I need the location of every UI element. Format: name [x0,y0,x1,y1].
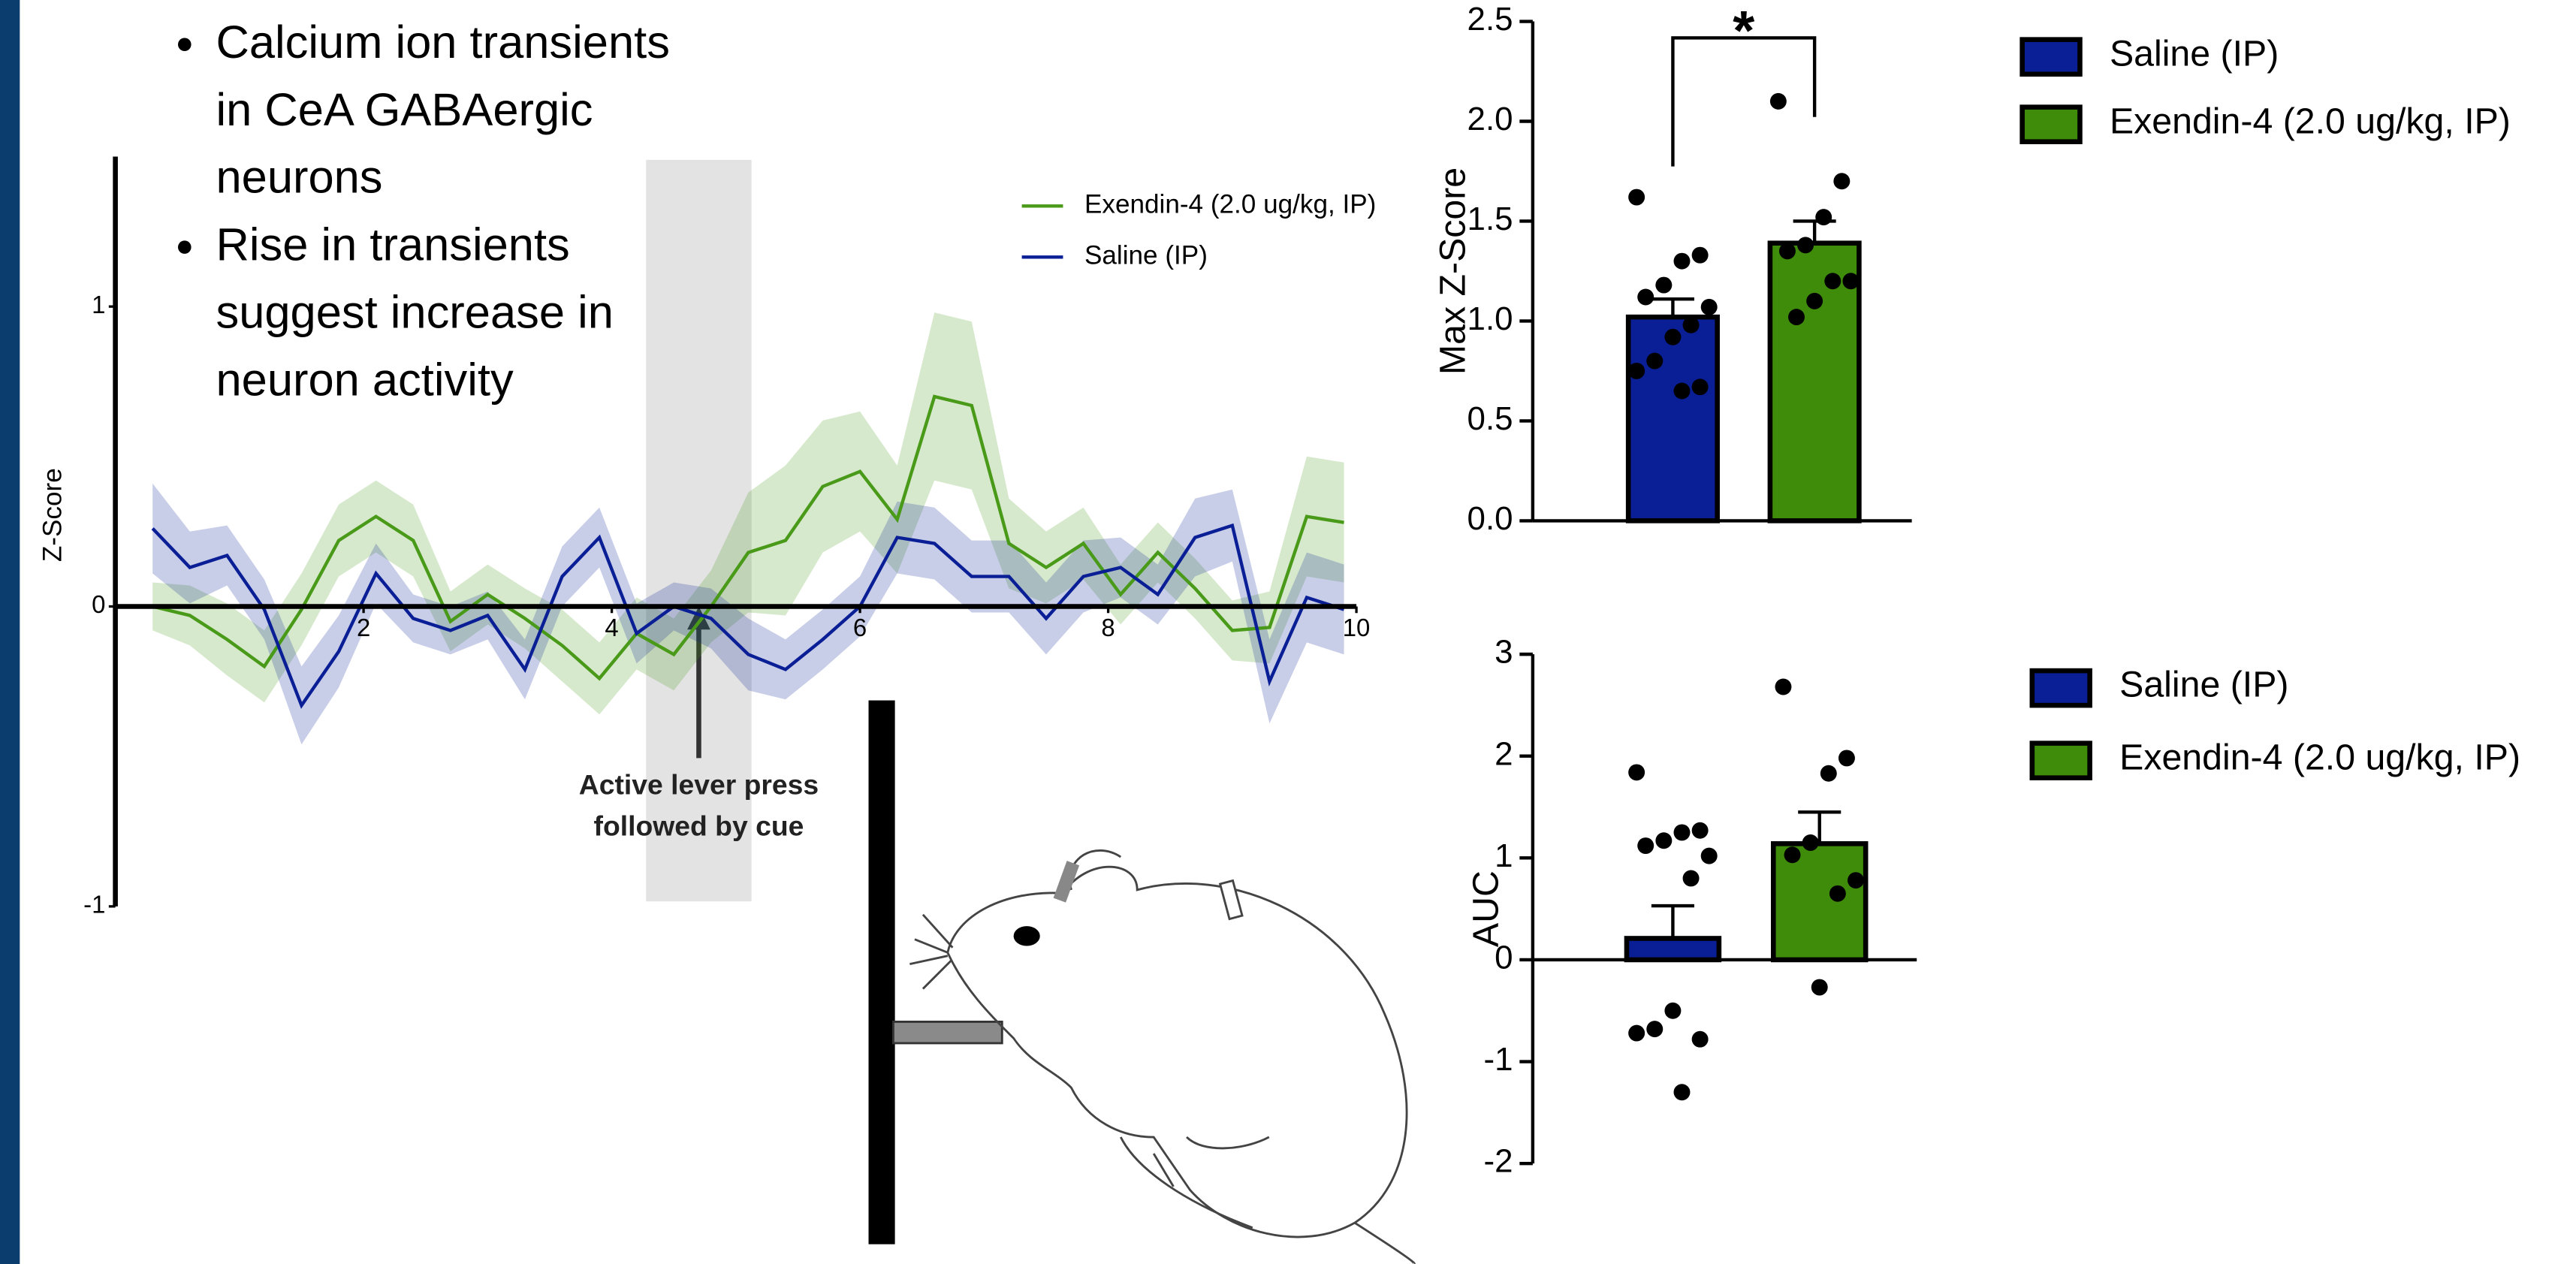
data-point [1833,173,1850,189]
lever-wall [869,701,895,1244]
mouse-eye [1014,926,1040,946]
y-tick-label: 0.5 [1467,400,1513,437]
legend-swatch [2032,744,2090,778]
y-tick-label: 1.5 [1467,201,1513,237]
bullet-list: Calcium ion transients in CeA GABAergic … [132,8,684,414]
error-bar [1651,906,1694,938]
data-point [1797,237,1814,253]
data-point [1848,872,1864,888]
data-point [1628,363,1645,379]
data-point [1628,764,1645,780]
data-point [1637,289,1654,306]
x-tick-label: 4 [605,614,618,641]
significance-star: * [1733,0,1754,62]
data-point [1701,299,1718,315]
cannula [1220,880,1242,919]
legend-label: Saline (IP) [2119,665,2288,705]
bullet: Calcium ion transients in CeA GABAergic … [216,8,683,211]
bullets-box: Calcium ion transients in CeA GABAergic … [132,8,684,421]
lever [893,1021,1002,1043]
y-tick-label: -1 [1484,1041,1513,1078]
legend-swatch [2032,671,2090,705]
bullet: Rise in transients suggest increase in n… [216,211,683,414]
mouse-illustration [869,701,1415,1264]
data-point [1842,273,1859,289]
bar [1628,317,1718,520]
data-point [1683,317,1700,333]
mouse-ear [1070,850,1121,889]
page: Calcium ion transients in CeA GABAergic … [0,0,2576,1264]
data-point [1692,379,1709,395]
y-axis-label: Max Z-Score [1432,167,1473,375]
data-point [1674,383,1691,400]
data-point [1692,1031,1709,1048]
data-point [1664,329,1681,345]
data-point [1788,309,1805,325]
data-point [1806,293,1823,309]
implant [1054,861,1080,902]
mouse-tail [1121,1137,1414,1264]
data-point [1784,846,1801,863]
y-tick-label: 2.0 [1467,101,1513,137]
data-point [1637,837,1654,854]
x-tick-label: 2 [357,614,370,641]
data-point [1811,979,1828,996]
slide: Calcium ion transients in CeA GABAergic … [0,0,2576,1264]
y-tick-label: 1 [1495,837,1513,874]
mouse-body [948,867,1407,1237]
legend-label: Exendin-4 (2.0 ug/kg, IP) [1084,190,1376,219]
x-tick-label: 8 [1101,614,1115,641]
data-point [1829,885,1846,902]
data-point [1802,834,1819,851]
legend-swatch [2022,107,2080,142]
annotation: Active lever press followed by cue [526,765,872,847]
y-tick-label: 3 [1495,634,1513,671]
y-tick-label: 1 [92,291,105,318]
data-point [1815,209,1832,225]
annotation-box: Active lever press followed by cue [526,765,872,864]
data-point [1655,277,1672,294]
data-point [1775,679,1791,695]
data-point [1701,848,1718,864]
data-point [1646,1021,1663,1037]
data-point [1674,1084,1691,1100]
y-axis-label: AUC [1465,870,1506,947]
y-axis-label: Z-Score [38,468,68,562]
legend-label: Saline (IP) [1084,241,1208,270]
data-point [1628,1025,1645,1042]
data-point [1664,1003,1681,1019]
data-point [1838,750,1855,766]
data-point [1692,247,1709,264]
legend-label: Saline (IP) [2110,33,2279,74]
data-point [1655,832,1672,849]
data-point [1770,93,1787,110]
y-tick-label: -1 [83,891,105,919]
y-tick-label: 2.5 [1467,1,1513,38]
legend-label: Exendin-4 (2.0 ug/kg, IP) [2110,101,2511,141]
legend-swatch [2022,40,2080,74]
data-point [1824,273,1841,289]
legend-label: Exendin-4 (2.0 ug/kg, IP) [2119,737,2520,777]
data-point [1779,243,1796,259]
error-bar [1651,299,1694,317]
side-bar [0,0,20,1264]
x-tick-label: 10 [1343,614,1371,641]
mouse-whiskers [909,915,952,989]
bar [1627,938,1719,959]
data-point [1674,824,1691,840]
y-tick-label: 0.0 [1467,500,1513,537]
y-tick-label: 1.0 [1467,300,1513,337]
data-point [1692,822,1709,839]
y-tick-label: -2 [1484,1143,1513,1180]
data-point [1820,765,1837,782]
x-tick-label: 6 [853,614,867,641]
data-point [1683,870,1700,886]
y-tick-label: 2 [1495,735,1513,772]
data-point [1646,353,1663,370]
data-point [1628,189,1645,206]
data-point [1674,253,1691,270]
y-tick-label: 0 [92,590,105,618]
